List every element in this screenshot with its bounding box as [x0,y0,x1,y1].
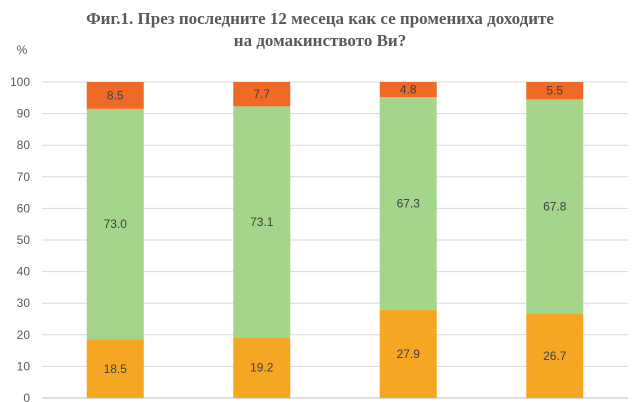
bar-2-segment-1 [233,337,291,398]
data-label-2-3: 7.7 [253,87,270,101]
bar-4-segment-1 [526,313,584,398]
data-label-3-3: 4.8 [400,83,417,97]
data-label-2-1: 19.2 [250,361,274,375]
y-tick-label-10: 10 [17,359,31,373]
bar-4-segment-2 [526,99,584,314]
data-label-1-2: 73.0 [104,217,128,231]
y-tick-label-100: 100 [10,75,30,89]
data-label-3-1: 27.9 [397,347,421,361]
y-axis-unit-label: % [17,43,28,57]
bar-2-segment-3 [233,82,291,107]
y-tick-label-70: 70 [17,170,31,184]
y-tick-label-20: 20 [17,328,31,342]
y-tick-label-50: 50 [17,233,31,247]
bar-4-segment-3 [526,82,584,100]
bar-3-segment-1 [379,309,437,398]
chart-title-line-1: Фиг.1. През последните 12 месеца как се … [86,9,554,28]
y-tick-label-80: 80 [17,138,31,152]
y-tick-label-40: 40 [17,265,31,279]
chart-title: Фиг.1. През последните 12 месеца как се … [0,8,640,52]
bar-2-segment-2 [233,106,291,338]
y-tick-label-60: 60 [17,201,31,215]
y-tick-label-90: 90 [17,107,31,121]
data-label-3-2: 67.3 [397,197,421,211]
data-label-1-3: 8.5 [107,88,124,102]
y-tick-label-0: 0 [23,391,30,402]
bar-3-segment-2 [379,97,437,310]
data-label-4-1: 26.7 [543,349,567,363]
bar-1-segment-1 [86,339,144,398]
data-label-4-3: 5.5 [546,84,563,98]
bar-3-segment-3 [379,82,437,98]
data-label-1-1: 18.5 [104,362,128,376]
data-label-2-2: 73.1 [250,215,274,229]
bar-1-segment-3 [86,82,144,109]
y-tick-label-30: 30 [17,296,31,310]
data-label-4-2: 67.8 [543,200,567,214]
bar-1-segment-2 [86,108,144,340]
chart-title-line-2: на домакинството Ви? [233,31,407,50]
